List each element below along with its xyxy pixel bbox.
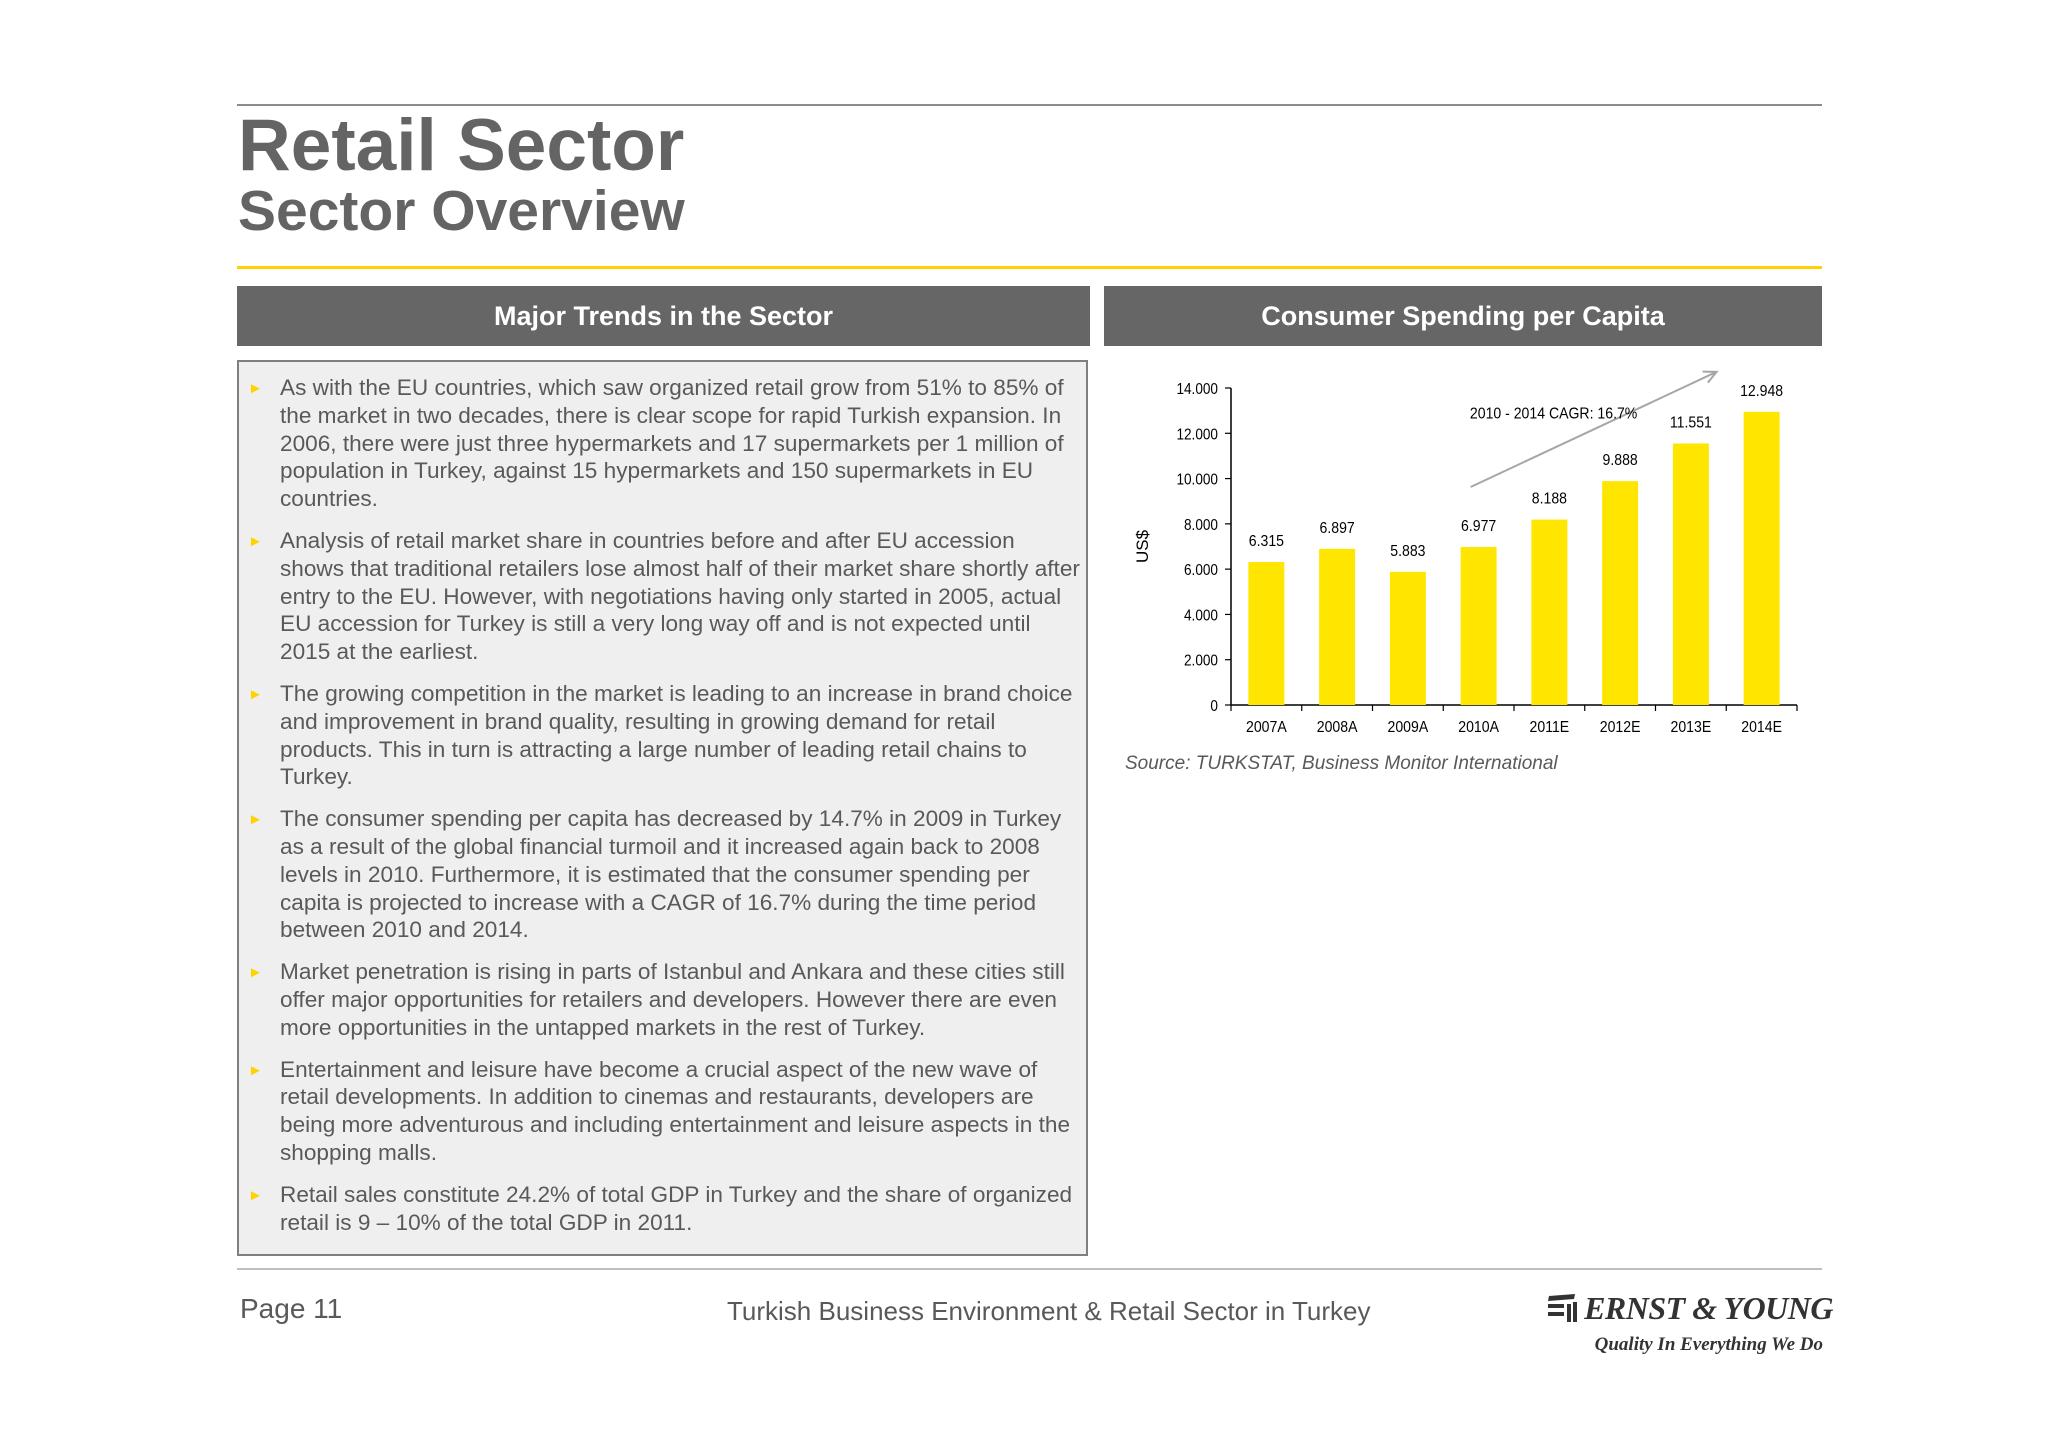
y-axis-label: US$ (1133, 529, 1152, 563)
bar-value-label: 6.315 (1249, 532, 1284, 550)
y-tick-label: 14.000 (1176, 381, 1218, 398)
trend-text: Entertainment and leisure have become a … (280, 1056, 1071, 1165)
page-subtitle: Sector Overview (238, 179, 685, 243)
chart-source: Source: TURKSTAT, Business Monitor Inter… (1125, 753, 1558, 774)
bullet-arrow-icon: ► (248, 380, 263, 397)
x-tick-label: 2011E (1530, 718, 1570, 736)
bar-2009A (1389, 571, 1426, 705)
bar-2008A (1319, 548, 1356, 705)
spending-heading-text: Consumer Spending per Capita (1261, 300, 1665, 331)
bar-value-label: 9.888 (1603, 451, 1638, 469)
bullet-arrow-icon: ► (248, 1186, 263, 1204)
y-tick-label: 10.000 (1176, 472, 1218, 489)
cagr-arrow-head-icon (1702, 370, 1719, 384)
trend-text: Market penetration is rising in parts of… (280, 959, 1065, 1040)
spending-chart-svg: 0 2.000 4.000 6.000 8.000 10.000 12.000 14.000 6… (1133, 370, 1798, 736)
bar-2013E (1672, 443, 1709, 705)
trend-item: ► Market penetration is rising in parts o… (239, 958, 1090, 1041)
bar-2007A (1248, 562, 1285, 705)
x-tick-label: 2012E (1600, 718, 1641, 736)
bar-2011E (1531, 519, 1568, 705)
cagr-annotation: 2010 - 2014 CAGR: 16.7% (1470, 404, 1637, 422)
x-tick-label: 2010A (1458, 718, 1500, 736)
trend-text: The consumer spending per capita has dec… (280, 806, 1062, 943)
bullet-arrow-icon: ► (248, 1061, 263, 1079)
x-tick-label: 2008A (1317, 718, 1359, 736)
top-rule (237, 104, 1822, 106)
spending-heading: Consumer Spending per Capita (1104, 286, 1822, 346)
y-tick-label: 8.000 (1184, 517, 1218, 534)
y-tick-label: 0 (1210, 698, 1218, 715)
trend-item: ► As with the EU countries, which saw org… (239, 374, 1090, 513)
x-tick-label: 2007A (1246, 718, 1288, 736)
bar-value-label: 5.883 (1390, 542, 1425, 560)
x-tick-label: 2009A (1388, 718, 1430, 736)
y-tick-label: 2.000 (1184, 653, 1218, 670)
title-divider (237, 266, 1822, 269)
x-tick-label: 2014E (1741, 718, 1782, 736)
bullet-arrow-icon: ► (248, 964, 263, 982)
footer-rule (237, 1268, 1822, 1270)
logo-tagline: Quality In Everything We Do (1594, 1334, 1823, 1355)
trends-heading-text: Major Trends in the Sector (493, 300, 834, 331)
y-tick-label: 4.000 (1184, 607, 1218, 624)
logo-name: ERNST & YOUNG (1584, 1290, 1833, 1326)
cagr-arrow-line (1470, 370, 1718, 488)
bar-2012E (1602, 481, 1639, 705)
bar-value-label: 6.977 (1461, 517, 1496, 535)
logo-mark-icon (1548, 1294, 1577, 1322)
trends-list: ► As with the EU countries, which saw org… (239, 374, 1090, 1250)
page-number: Page 11 (240, 1293, 343, 1324)
bar-2010A (1460, 547, 1497, 705)
trend-item: ► Entertainment and leisure have become a… (239, 1056, 1090, 1167)
trend-text: The growing competition in the market is… (280, 680, 1073, 790)
bar-value-label: 6.897 (1320, 519, 1355, 537)
trend-item: ► Retail sales constitute 24.2% of total … (239, 1181, 1090, 1237)
bar-2014E (1743, 411, 1780, 705)
bar-value-label: 11.551 (1670, 414, 1712, 432)
trend-text: As with the EU countries, which saw orga… (280, 375, 1064, 512)
bullet-arrow-icon: ► (248, 685, 263, 703)
trends-heading: Major Trends in the Sector (237, 286, 1090, 346)
bar-value-label: 12.948 (1740, 382, 1783, 400)
trend-text: Analysis of retail market share in count… (280, 527, 1080, 665)
trend-text: Retail sales constitute 24.2% of total G… (280, 1181, 1073, 1235)
ernst-young-logo: ERNST & YOUNG Quality In Everything We D… (1545, 1290, 1833, 1370)
bar-value-label: 8.188 (1532, 490, 1567, 508)
x-tick-label: 2013E (1671, 718, 1712, 736)
bullet-arrow-icon: ► (248, 811, 263, 829)
y-tick-label: 12.000 (1176, 426, 1218, 443)
trends-panel: ► As with the EU countries, which saw org… (237, 360, 1088, 1256)
footer-title: Turkish Business Environment & Retail Se… (727, 1296, 1371, 1326)
trend-item: ► The growing competition in the market i… (239, 680, 1090, 791)
y-tick-label: 6.000 (1184, 562, 1218, 579)
trend-item: ► Analysis of retail market share in coun… (239, 527, 1090, 666)
bullet-arrow-icon: ► (248, 532, 263, 550)
trend-item: ► The consumer spending per capita has de… (239, 805, 1090, 944)
spending-chart: 0 2.000 4.000 6.000 8.000 10.000 12.000 14.000 6… (1104, 360, 1822, 760)
page-title: Retail Sector (238, 105, 685, 186)
